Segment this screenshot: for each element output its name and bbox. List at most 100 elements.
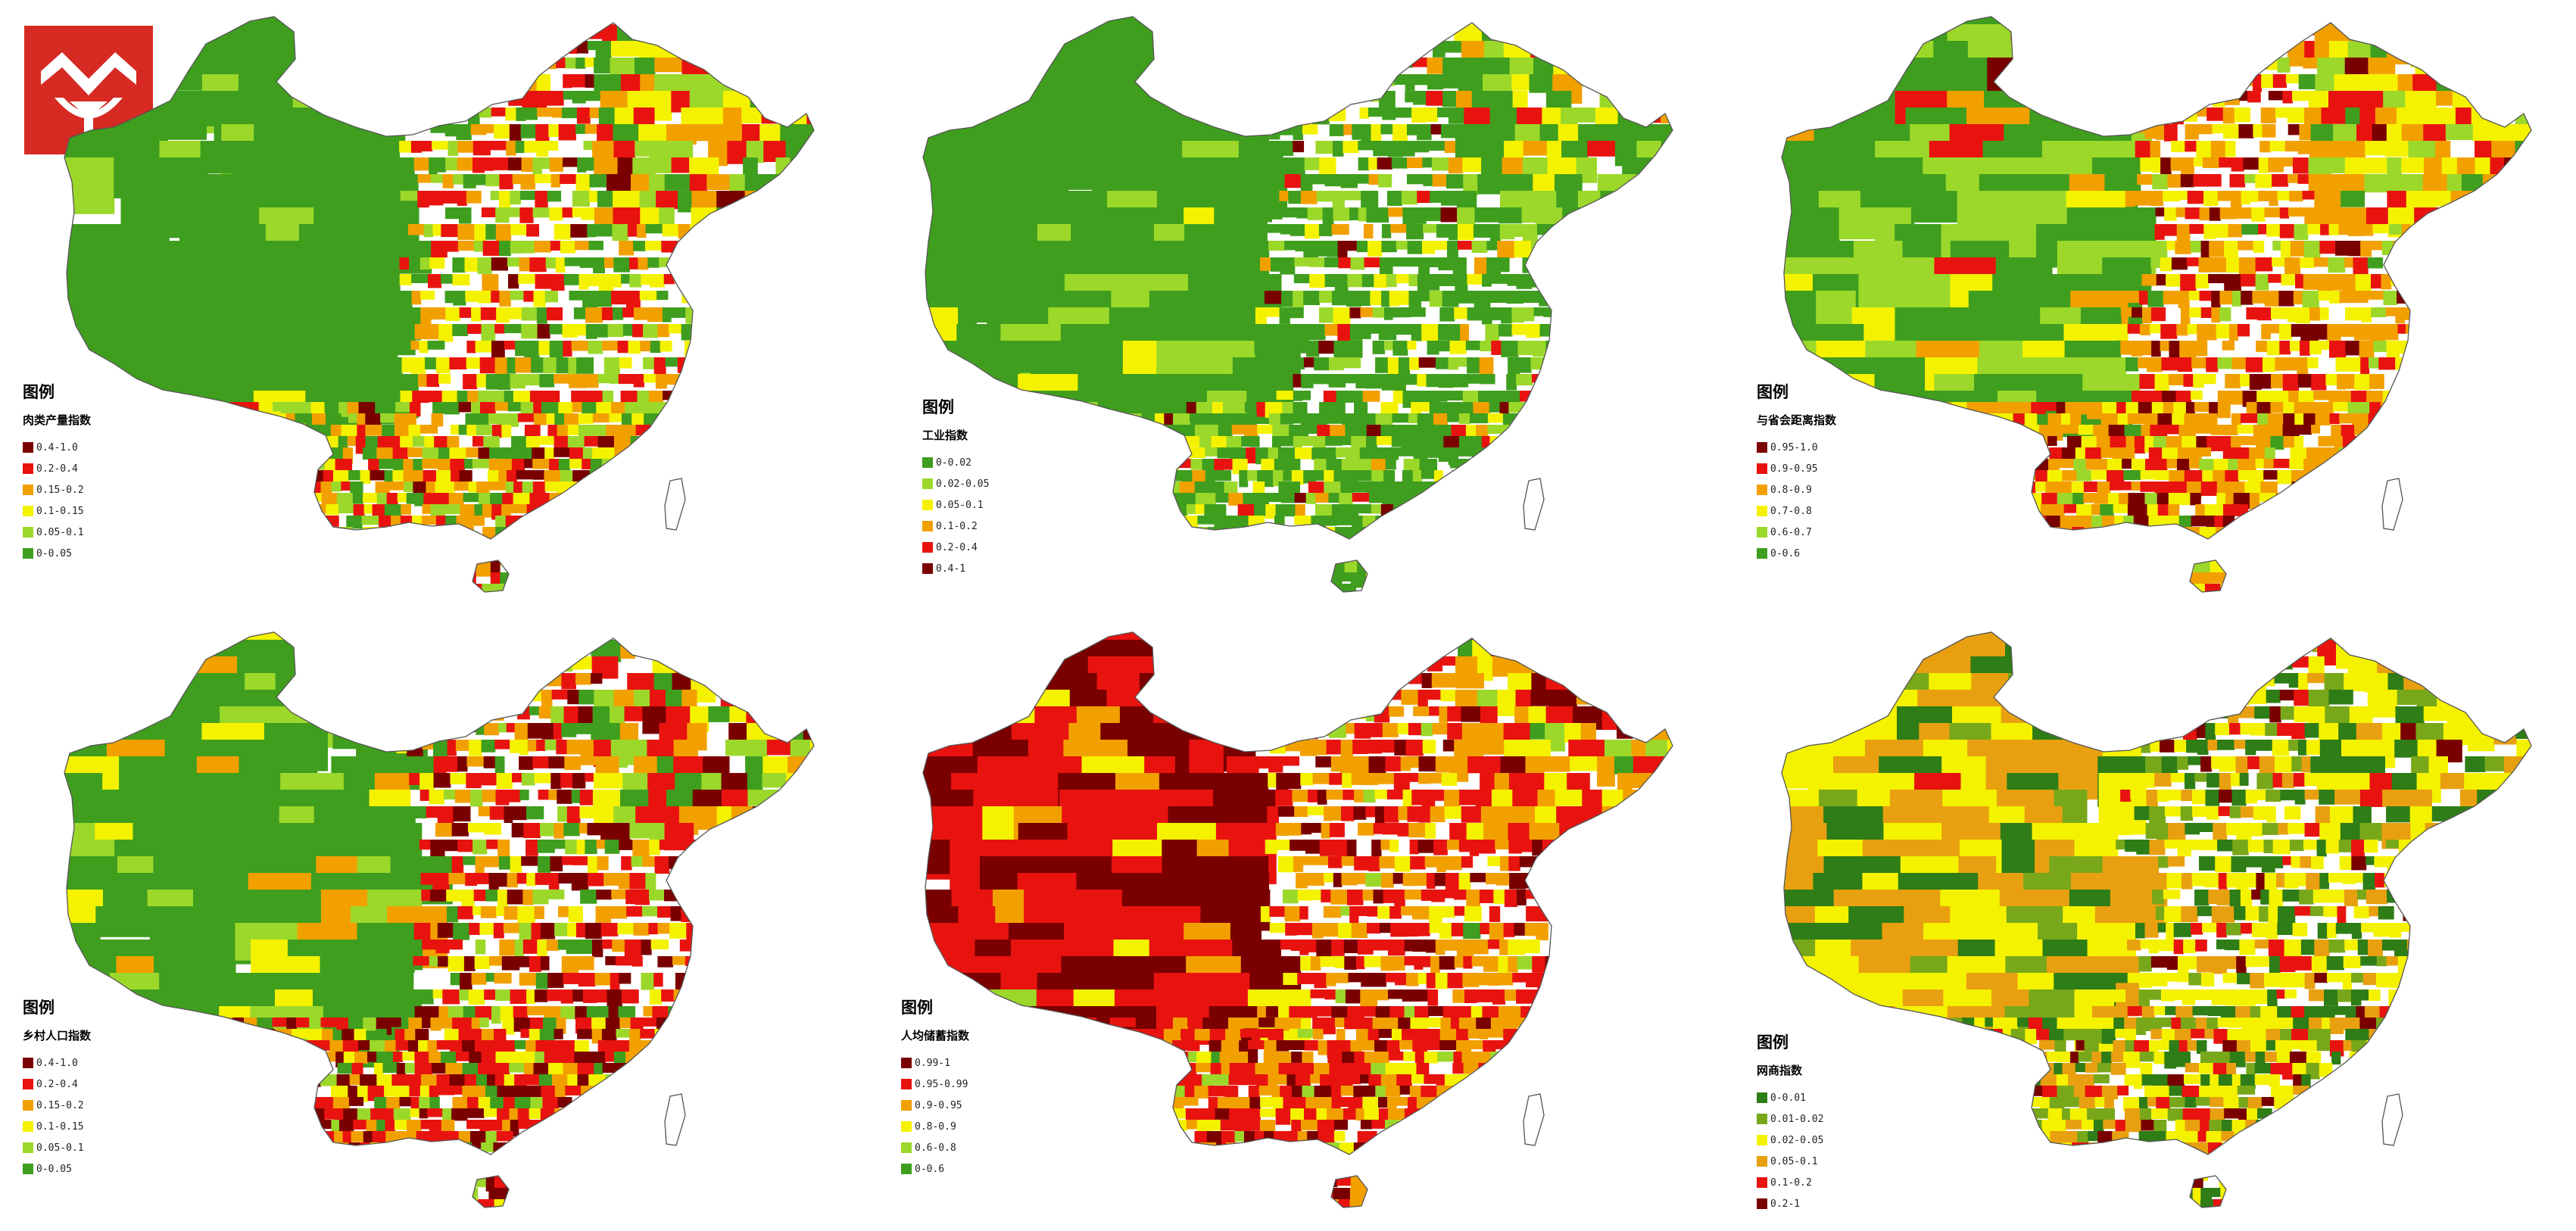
legend-entry: 0.95-0.99 (901, 1074, 969, 1095)
legend-entry: 0.2-0.4 (922, 537, 989, 558)
legend-entry: 0.9-0.95 (901, 1095, 969, 1116)
legend-swatch (23, 527, 33, 538)
choropleth-map-meat (64, 16, 815, 593)
legend-label: 0.6-0.7 (1770, 526, 1812, 538)
legend-entry: 0.6-0.8 (901, 1137, 969, 1158)
legend-label: 0.99-1 (915, 1057, 950, 1069)
legend-entry: 0-0.6 (901, 1158, 969, 1180)
legend-swatch (1757, 1177, 1767, 1188)
legend-index-name: 肉类产量指数 (23, 413, 92, 427)
legend-entry: 0.01-0.02 (1757, 1108, 1823, 1130)
legend-label: 0.2-0.4 (36, 1078, 78, 1090)
country-outline (64, 16, 815, 540)
legend-title: 图例 (1757, 1033, 1789, 1052)
legend-entry: 0.2-0.4 (23, 1074, 91, 1095)
country-outline (1781, 631, 2532, 1155)
legend-entry: 0.7-0.8 (1757, 500, 1836, 522)
legend-label: 0.05-0.1 (936, 499, 984, 511)
legend-entry: 0.2-1 (1757, 1193, 1823, 1214)
legend-title: 图例 (1757, 383, 1789, 401)
choropleth-map-online-merchants (1781, 631, 2532, 1208)
legend-entry: 0.05-0.1 (23, 522, 91, 543)
legend-swatch (922, 521, 933, 531)
map-panel-capital-distance: 图例 与省会距离指数 0.95-1.0 0.9-0.95 0.8-0.9 0.7-0.… (1717, 0, 2576, 616)
legend-swatch (901, 1100, 912, 1111)
legend-label: 0.4-1 (936, 563, 966, 575)
legend-label: 0.15-0.2 (36, 1099, 84, 1111)
legend-title: 图例 (23, 999, 55, 1017)
choropleth-map-savings (922, 631, 1673, 1208)
hainan-outline (2189, 559, 2227, 593)
legend-meat: 图例 肉类产量指数 0.4-1.0 0.2-0.4 0.15-0.2 0.1-0.15… (23, 380, 91, 564)
legend-entry: 0-0.05 (23, 1158, 91, 1180)
county-cells (923, 632, 1673, 1208)
taiwan-outline (664, 1093, 686, 1146)
legend-label: 0.1-0.15 (36, 1120, 84, 1133)
legend-swatch (901, 1058, 912, 1068)
legend-entry: 0.05-0.1 (23, 1137, 91, 1158)
legend-index-name: 网商指数 (1757, 1064, 1803, 1077)
map-panel-online-merchants: 图例 网商指数 0-0.01 0.01-0.02 0.02-0.05 0.05-0.1… (1717, 616, 2576, 1231)
hainan-outline (472, 559, 510, 593)
country-outline (922, 631, 1673, 1155)
legend-label: 0.02-0.05 (1770, 1134, 1824, 1146)
country-outline (1781, 16, 2532, 540)
legend-label: 0.6-0.8 (915, 1142, 956, 1154)
legend-title: 图例 (23, 383, 55, 401)
legend-label: 0.8-0.9 (915, 1120, 956, 1133)
legend-entry: 0.02-0.05 (922, 473, 989, 494)
legend-label: 0-0.05 (36, 547, 72, 559)
choropleth-map-industry (922, 16, 1673, 593)
legend-entry: 0-0.05 (23, 543, 91, 564)
legend-swatch (1757, 442, 1767, 453)
map-panel-rural-population: 图例 乡村人口指数 0.4-1.0 0.2-0.4 0.15-0.2 0.1-0.15… (0, 616, 859, 1231)
brand-logo (24, 26, 153, 154)
legend-swatch (23, 463, 33, 474)
country-outline (922, 16, 1673, 540)
taiwan-outline (1523, 478, 1545, 531)
legend-swatch (901, 1079, 912, 1089)
choropleth-map-rural-population (64, 631, 815, 1208)
legend-entry: 0.8-0.9 (1757, 479, 1836, 500)
legend-swatch (922, 563, 933, 574)
legend-entry: 0.4-1.0 (23, 1052, 91, 1074)
legend-label: 0.15-0.2 (36, 484, 84, 496)
legend-entry: 0.1-0.2 (1757, 1172, 1823, 1193)
legend-label: 0.8-0.9 (1770, 484, 1812, 496)
legend-label: 0.7-0.8 (1770, 505, 1812, 517)
legend-swatch (23, 548, 33, 559)
county-cells (64, 632, 814, 1208)
hainan-outline (1330, 559, 1368, 593)
legend-label: 0.1-0.2 (936, 520, 978, 532)
legend-swatch (23, 506, 33, 516)
legend-entry: 0.4-1 (922, 558, 989, 579)
legend-entry: 0.8-0.9 (901, 1116, 969, 1137)
legend-entry: 0.1-0.15 (23, 500, 91, 522)
legend-label: 0.05-0.1 (1770, 1155, 1818, 1167)
legend-index-name: 人均储蓄指数 (901, 1029, 970, 1042)
legend-capital-distance: 图例 与省会距离指数 0.95-1.0 0.9-0.95 0.8-0.9 0.7-0.… (1757, 380, 1836, 564)
legend-label: 0.9-0.95 (915, 1099, 962, 1111)
legend-entry: 0.1-0.15 (23, 1116, 91, 1137)
legend-label: 0.95-1.0 (1770, 441, 1818, 453)
legend-index-name: 乡村人口指数 (23, 1029, 92, 1042)
legend-swatch (1757, 1156, 1767, 1167)
legend-swatch (1757, 548, 1767, 559)
legend-label: 0-0.6 (915, 1163, 945, 1175)
legend-label: 0.4-1.0 (36, 1057, 78, 1069)
legend-rural-population: 图例 乡村人口指数 0.4-1.0 0.2-0.4 0.15-0.2 0.1-0.15… (23, 996, 91, 1180)
legend-label: 0.05-0.1 (36, 1142, 84, 1154)
hainan-outline (1330, 1175, 1368, 1208)
legend-swatch (922, 457, 933, 468)
legend-label: 0.1-0.15 (36, 505, 84, 517)
legend-swatch (23, 442, 33, 453)
legend-label: 0.9-0.95 (1770, 463, 1818, 475)
legend-entry: 0.05-0.1 (1757, 1151, 1823, 1172)
taiwan-outline (664, 478, 686, 531)
legend-entry: 0.1-0.2 (922, 516, 989, 537)
legend-swatch (922, 542, 933, 553)
legend-label: 0.95-0.99 (915, 1078, 968, 1090)
legend-swatch (23, 1164, 33, 1174)
legend-swatch (901, 1164, 912, 1174)
